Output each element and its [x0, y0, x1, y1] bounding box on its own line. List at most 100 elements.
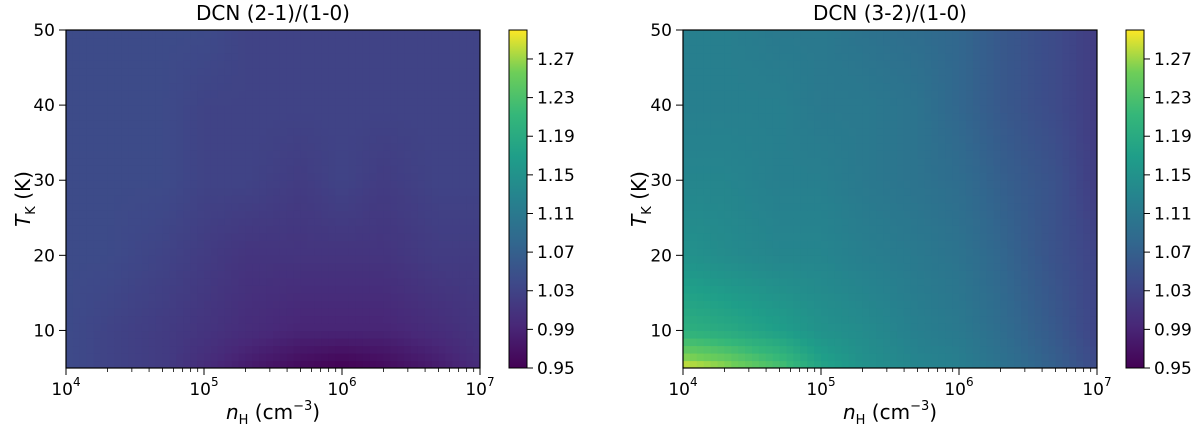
- heatmap-cell: [107, 255, 115, 263]
- heatmap-cell: [273, 98, 281, 106]
- heatmap-cell: [218, 315, 226, 323]
- heatmap-cell: [718, 188, 726, 196]
- heatmap-cell: [911, 353, 919, 361]
- heatmap-cell: [987, 225, 995, 233]
- heatmap-cell: [280, 75, 288, 83]
- heatmap-cell: [80, 225, 88, 233]
- heatmap-cell: [66, 105, 74, 113]
- heatmap-cell: [690, 285, 698, 293]
- heatmap-cell: [397, 83, 405, 91]
- heatmap-cell: [835, 135, 843, 143]
- heatmap-cell: [1035, 195, 1043, 203]
- heatmap-cell: [459, 248, 467, 256]
- heatmap-cell: [1042, 188, 1050, 196]
- heatmap-cell: [835, 308, 843, 316]
- heatmap-cell: [107, 293, 115, 301]
- heatmap-cell: [252, 143, 259, 151]
- heatmap-cell: [842, 135, 850, 143]
- heatmap-cell: [980, 315, 988, 323]
- heatmap-cell: [411, 293, 419, 301]
- heatmap-cell: [190, 270, 198, 278]
- heatmap-cell: [987, 150, 995, 158]
- heatmap-cell: [163, 360, 171, 368]
- heatmap-cell: [952, 218, 960, 226]
- heatmap-cell: [807, 188, 815, 196]
- y-tick-label: 20: [33, 246, 55, 266]
- heatmap-cell: [945, 300, 953, 308]
- heatmap-cell: [1063, 113, 1071, 121]
- heatmap-cell: [918, 105, 926, 113]
- heatmap-cell: [897, 173, 905, 181]
- heatmap-cell: [335, 90, 343, 98]
- heatmap-cell: [356, 135, 364, 143]
- heatmap-cell: [439, 165, 447, 173]
- heatmap-cell: [800, 323, 808, 331]
- heatmap-cell: [363, 60, 371, 68]
- heatmap-cell: [849, 188, 857, 196]
- heatmap-cell: [363, 165, 371, 173]
- heatmap-cell: [1042, 263, 1050, 271]
- heatmap-cell: [793, 98, 801, 106]
- heatmap-cell: [225, 308, 233, 316]
- heatmap-cell: [1083, 113, 1091, 121]
- heatmap-cell: [308, 173, 316, 181]
- heatmap-cell: [918, 315, 926, 323]
- heatmap-cell: [218, 143, 226, 151]
- heatmap-cell: [952, 293, 960, 301]
- heatmap-cell: [1035, 360, 1043, 368]
- heatmap-cell: [931, 240, 939, 248]
- heatmap-cell: [800, 353, 808, 361]
- heatmap-cell: [1049, 278, 1057, 286]
- heatmap-cell: [156, 353, 164, 361]
- heatmap-cell: [287, 165, 295, 173]
- heatmap-cell: [356, 38, 364, 46]
- heatmap-cell: [390, 203, 398, 211]
- heatmap-cell: [363, 173, 371, 181]
- heatmap-cell: [183, 83, 191, 91]
- heatmap-cell: [397, 68, 405, 76]
- heatmap-cell: [452, 315, 460, 323]
- heatmap-cell: [287, 323, 295, 331]
- heatmap-cell: [190, 293, 198, 301]
- heatmap-cell: [432, 120, 440, 128]
- heatmap-cell: [814, 293, 822, 301]
- heatmap-cell: [66, 270, 74, 278]
- heatmap-cell: [980, 105, 988, 113]
- heatmap-cell: [1014, 158, 1022, 166]
- heatmap-cell: [466, 345, 474, 353]
- heatmap-cell: [911, 143, 919, 151]
- heatmap-cell: [301, 180, 309, 188]
- heatmap-cell: [356, 338, 364, 346]
- heatmap-cell: [731, 203, 739, 211]
- heatmap-cell: [232, 278, 240, 286]
- heatmap-cell: [101, 315, 109, 323]
- heatmap-cell: [266, 353, 274, 361]
- heatmap-cell: [218, 53, 226, 61]
- heatmap-cell: [335, 38, 343, 46]
- heatmap-cell: [1007, 308, 1015, 316]
- heatmap-cell: [800, 330, 808, 338]
- heatmap-cell: [156, 338, 164, 346]
- heatmap-cell: [308, 120, 316, 128]
- heatmap-cell: [314, 293, 322, 301]
- heatmap-cell: [973, 285, 981, 293]
- heatmap-cell: [411, 75, 419, 83]
- heatmap-cell: [690, 293, 698, 301]
- heatmap-cell: [418, 285, 426, 293]
- heatmap-cell: [994, 330, 1002, 338]
- heatmap-cell: [945, 360, 953, 368]
- heatmap-cell: [128, 83, 136, 91]
- heatmap-cell: [959, 188, 967, 196]
- heatmap-cell: [793, 360, 801, 368]
- heatmap-cell: [273, 113, 281, 121]
- heatmap-cell: [862, 210, 870, 218]
- heatmap-cell: [425, 300, 433, 308]
- heatmap-cell: [862, 330, 870, 338]
- heatmap-cell: [849, 90, 857, 98]
- heatmap-cell: [149, 263, 157, 271]
- heatmap-cell: [266, 105, 274, 113]
- heatmap-cell: [1076, 203, 1084, 211]
- heatmap-cell: [301, 173, 309, 181]
- heatmap-cell: [314, 90, 322, 98]
- heatmap-cell: [780, 128, 788, 136]
